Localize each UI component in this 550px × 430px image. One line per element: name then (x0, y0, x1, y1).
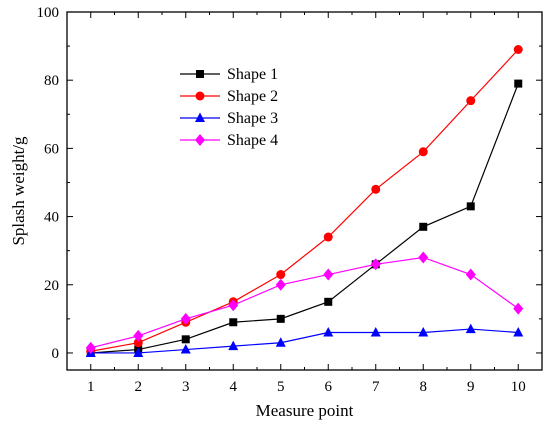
data-point (370, 326, 381, 337)
data-point (133, 329, 144, 342)
data-point (324, 297, 333, 306)
legend-item: Shape 2 (180, 88, 278, 105)
x-tick-label: 9 (467, 379, 475, 395)
data-point (419, 222, 428, 231)
data-point (466, 202, 475, 211)
data-point (133, 347, 144, 357)
data-point (513, 302, 524, 315)
data-point (276, 314, 285, 323)
data-point (513, 45, 523, 55)
series-line (90, 49, 519, 352)
data-point (371, 184, 381, 194)
data-point (323, 326, 334, 337)
x-tick-label: 5 (277, 379, 285, 395)
data-point (228, 299, 239, 312)
data-point (514, 79, 523, 88)
legend-marker (195, 134, 205, 146)
y-tick-label: 40 (44, 210, 59, 226)
data-point (180, 312, 191, 325)
data-point (466, 96, 476, 106)
x-tick-label: 4 (230, 379, 238, 395)
x-tick-label: 2 (135, 379, 143, 395)
legend-label: Shape 1 (227, 66, 278, 83)
y-tick-label: 80 (44, 73, 59, 89)
data-point (181, 335, 190, 344)
x-axis-label: Measure point (256, 401, 354, 420)
data-point (133, 338, 143, 348)
series-4 (85, 251, 524, 354)
data-point (418, 251, 429, 264)
legend-marker (195, 91, 205, 101)
legend: Shape 1 Shape 2 Shape 3 Shape 4 (180, 66, 278, 149)
series-line (90, 328, 519, 354)
data-point (465, 323, 476, 334)
series-line (90, 83, 519, 354)
x-tick-label: 7 (372, 379, 380, 395)
legend-label: Shape 3 (227, 110, 278, 127)
legend-label: Shape 2 (227, 88, 278, 105)
series-lines (85, 45, 524, 357)
data-point (85, 341, 96, 354)
data-point (465, 268, 476, 281)
x-tick-label: 6 (325, 379, 333, 395)
data-point (180, 344, 191, 354)
x-tick-label: 10 (511, 379, 526, 395)
data-point (418, 326, 429, 337)
legend-label: Shape 4 (227, 132, 278, 149)
y-axis-label: Splash weight/g (9, 136, 28, 246)
data-point (323, 232, 333, 242)
legend-marker (195, 112, 205, 122)
data-point (276, 270, 286, 280)
y-tick-label: 0 (52, 346, 60, 362)
data-point (228, 340, 239, 351)
x-tick-label: 3 (182, 379, 190, 395)
data-point (418, 147, 428, 157)
legend-item: Shape 4 (180, 132, 278, 149)
series-line (90, 256, 519, 349)
y-tick-label: 100 (37, 5, 60, 21)
x-tick-label: 8 (420, 379, 428, 395)
data-point (275, 337, 286, 347)
legend-item: Shape 1 (180, 66, 278, 83)
data-point (370, 258, 381, 271)
legend-item: Shape 3 (180, 110, 278, 127)
data-point (513, 326, 524, 337)
legend-marker (196, 70, 204, 78)
y-tick-label: 60 (44, 141, 59, 157)
y-tick-label: 20 (44, 278, 59, 294)
data-point (323, 268, 334, 281)
x-tick-label: 1 (87, 379, 95, 395)
data-point (275, 278, 286, 291)
data-point (229, 318, 238, 327)
